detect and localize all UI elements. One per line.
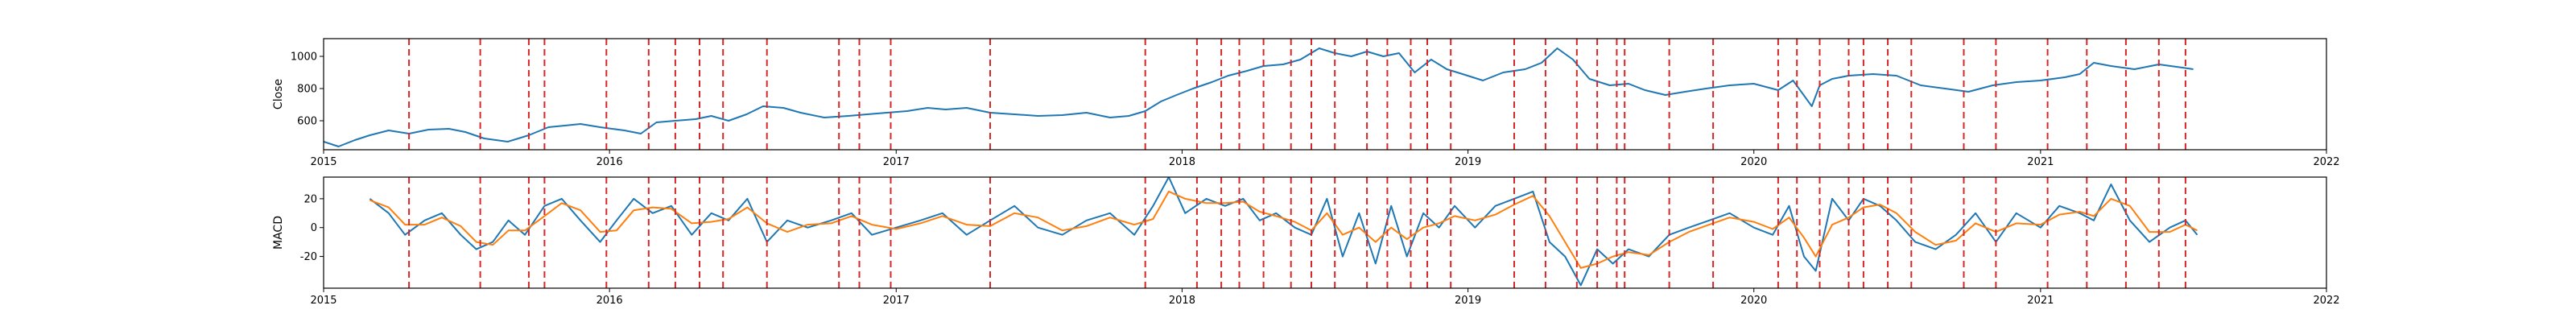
y-tick-label: 0: [311, 222, 317, 234]
series-line-1: [369, 177, 2198, 287]
axes-frame: [323, 38, 2327, 151]
x-tick-label: 2015: [310, 295, 336, 307]
macd-panel: 2015 2016 2017 2018 2019 2020 2021 2022 -20 0 20 MA…: [272, 176, 2340, 307]
x-tick-label: 2018: [1169, 156, 1195, 168]
plot-area: [369, 177, 2198, 288]
x-tick-label: 2016: [597, 156, 623, 168]
x-tick-label: 2022: [2313, 156, 2339, 168]
x-tick-label: 2020: [1740, 156, 1767, 168]
x-tick-label: 2020: [1740, 295, 1767, 307]
x-tick-label: 2015: [310, 156, 336, 168]
x-tick-label: 2021: [2027, 295, 2054, 307]
y-tick-label: 1000: [291, 52, 317, 64]
x-tick-label: 2019: [1455, 295, 1481, 307]
plot-area: [324, 39, 2194, 150]
x-tick-label: 2016: [597, 295, 623, 307]
x-tick-label: 2018: [1169, 295, 1195, 307]
axes-frame: [323, 176, 2327, 289]
y-tick-label: 20: [303, 193, 317, 205]
x-tick-label: 2017: [883, 156, 910, 168]
x-tick-label: 2017: [883, 295, 910, 307]
y-axis-title: Close: [272, 79, 285, 109]
y-tick-label: 800: [297, 84, 317, 96]
y-tick-label: 600: [297, 116, 317, 128]
close-price-panel: 2015 2016 2017 2018 2019 2020 2021 2022 600 800 10…: [272, 38, 2340, 168]
y-tick-label: -20: [300, 251, 317, 263]
x-tick-label: 2022: [2313, 295, 2339, 307]
x-tick-label: 2019: [1455, 156, 1481, 168]
x-tick-label: 2021: [2027, 156, 2054, 168]
series-line-2: [369, 190, 2198, 269]
y-axis-title: MACD: [272, 216, 285, 250]
